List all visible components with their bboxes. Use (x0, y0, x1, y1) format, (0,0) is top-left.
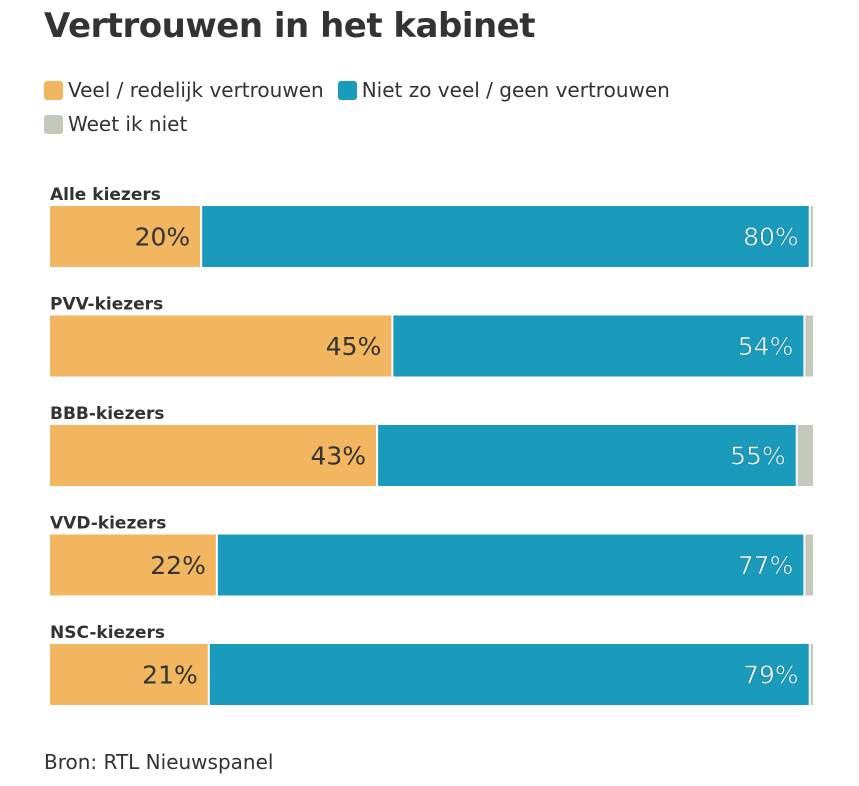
grey-square-icon (44, 114, 63, 134)
legend-label-unknown: Weet ik niet (68, 112, 188, 136)
legend-item-positive: Veel / redelijk vertrouwen (44, 78, 324, 102)
category-label-alle-kiezers: Alle kiezers (50, 185, 161, 205)
data-label-alle-kiezers-s0: 20% (135, 223, 191, 252)
bar-segment-bbb-kiezers-s1 (378, 425, 796, 486)
data-label-alle-kiezers-s1: 80% (743, 223, 799, 252)
bar-segment-alle-kiezers-s2 (810, 206, 813, 267)
category-label-nsc-kiezers: NSC-kiezers (50, 623, 165, 643)
data-label-nsc-kiezers-s1: 79% (743, 661, 799, 690)
category-label-vvd-kiezers: VVD-kiezers (50, 514, 166, 534)
bar-segment-bbb-kiezers-s0 (50, 425, 377, 486)
data-label-vvd-kiezers-s0: 22% (150, 551, 206, 580)
bar-segment-bbb-kiezers-s2 (797, 425, 813, 486)
bar-segment-alle-kiezers-s0 (50, 206, 201, 267)
bar-segment-nsc-kiezers-s2 (810, 644, 813, 705)
data-label-bbb-kiezers-s0: 43% (311, 442, 367, 471)
data-label-nsc-kiezers-s0: 21% (142, 661, 198, 690)
bar-segment-nsc-kiezers-s1 (209, 644, 809, 705)
bar-segment-vvd-kiezers-s2 (805, 534, 813, 596)
blue-square-icon (337, 80, 357, 100)
legend-row-1: Veel / redelijk vertrouwen Niet zo veel … (44, 76, 824, 104)
chart-title: Vertrouwen in het kabinet (44, 6, 536, 46)
orange-square-icon (44, 80, 63, 100)
bar-segment-pvv-kiezers-s2 (805, 315, 813, 377)
stacked-bar-chart: Alle kiezers 20% 80% PVV-kiezers 45% 54% BBB-k… (50, 185, 813, 705)
data-label-pvv-kiezers-s1: 54% (738, 332, 794, 361)
bar-segment-pvv-kiezers-s0 (50, 315, 392, 377)
source-note: Bron: RTL Nieuwspanel (44, 750, 274, 774)
data-label-pvv-kiezers-s0: 45% (326, 332, 382, 361)
bar-segment-pvv-kiezers-s1 (393, 315, 804, 377)
legend-label-negative: Niet zo veel / geen vertrouwen (361, 78, 670, 102)
category-label-pvv-kiezers: PVV-kiezers (50, 295, 163, 315)
legend-item-unknown: Weet ik niet (44, 112, 187, 136)
legend-label-positive: Veel / redelijk vertrouwen (68, 78, 324, 102)
category-label-bbb-kiezers: BBB-kiezers (50, 404, 165, 424)
bar-segment-vvd-kiezers-s1 (217, 534, 804, 596)
legend: Veel / redelijk vertrouwen Niet zo veel … (44, 76, 824, 144)
data-label-vvd-kiezers-s1: 77% (738, 551, 794, 580)
legend-item-negative: Niet zo veel / geen vertrouwen (337, 78, 670, 102)
data-label-bbb-kiezers-s1: 55% (730, 442, 786, 471)
bar-segment-nsc-kiezers-s0 (50, 644, 208, 705)
legend-row-2: Weet ik niet (44, 110, 824, 138)
bar-segment-alle-kiezers-s1 (202, 206, 809, 267)
bar-segment-vvd-kiezers-s0 (50, 534, 216, 596)
